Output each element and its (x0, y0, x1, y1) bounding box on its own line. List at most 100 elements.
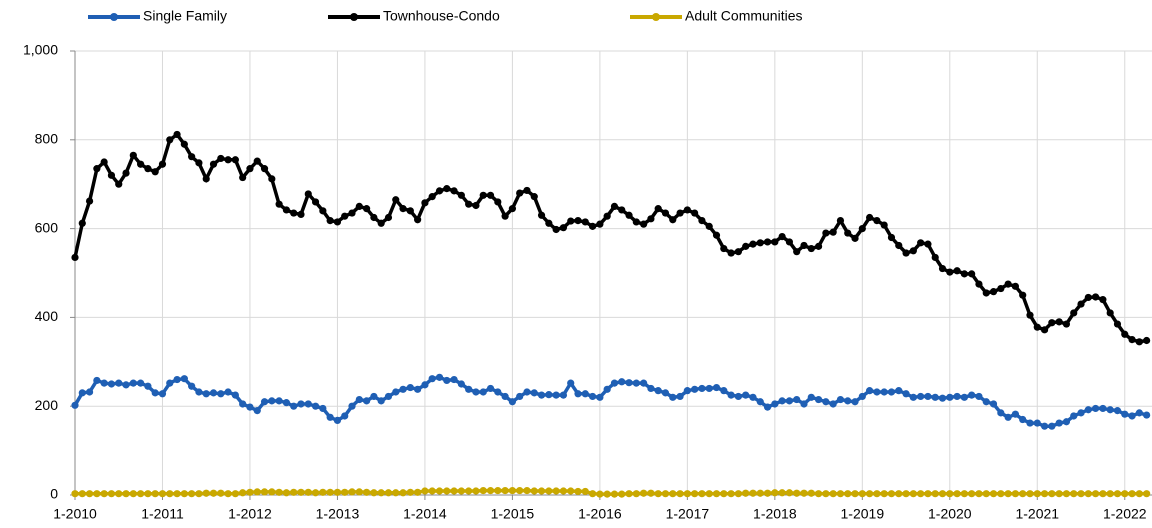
data-point (814, 490, 823, 498)
data-point (333, 218, 342, 226)
data-point (552, 225, 560, 234)
data-point (749, 240, 757, 248)
data-point (326, 488, 334, 496)
data-point (465, 487, 473, 495)
data-point (195, 490, 203, 498)
data-point (333, 488, 342, 496)
data-point (1004, 413, 1012, 421)
data-point (501, 392, 509, 401)
data-point (319, 207, 327, 215)
data-point (348, 209, 356, 217)
data-point (800, 400, 808, 408)
data-point (246, 403, 254, 411)
data-point (866, 387, 874, 395)
data-point (151, 168, 159, 176)
data-point (173, 130, 181, 139)
data-point (355, 395, 363, 404)
data-point (807, 244, 815, 253)
data-point (938, 490, 947, 498)
data-point (1113, 320, 1122, 328)
y-tick-label: 200 (35, 397, 59, 413)
data-point (545, 487, 553, 495)
data-point (749, 393, 757, 401)
data-point (1033, 490, 1041, 498)
data-point (895, 387, 903, 395)
data-point (363, 488, 371, 496)
data-point (705, 384, 713, 393)
data-point (450, 487, 458, 495)
data-point (85, 197, 94, 205)
x-tick-label: 1-2017 (666, 506, 710, 522)
data-point (144, 165, 152, 173)
data-point (720, 244, 728, 253)
legend-marker (110, 13, 118, 21)
data-point (311, 489, 320, 497)
data-point (486, 384, 495, 393)
data-point (683, 206, 691, 214)
data-point (1048, 490, 1056, 498)
data-point (326, 217, 334, 225)
x-tick-label: 1-2015 (491, 506, 535, 522)
data-point (363, 205, 371, 213)
data-point (836, 395, 845, 404)
data-point (873, 217, 881, 225)
data-point (654, 205, 662, 213)
data-point (705, 490, 713, 498)
data-point (530, 193, 538, 201)
data-point (873, 388, 881, 396)
legend-marker (652, 13, 660, 21)
data-point (1019, 490, 1027, 498)
data-point (1026, 490, 1034, 498)
data-point (465, 200, 473, 208)
data-point (202, 390, 210, 398)
data-point (472, 388, 480, 396)
data-point (946, 490, 954, 498)
data-point (917, 239, 925, 247)
data-point (107, 171, 116, 179)
data-point (486, 486, 495, 495)
data-point (1113, 407, 1122, 415)
data-point (800, 489, 808, 497)
data-point (683, 490, 691, 498)
data-point (807, 489, 815, 497)
data-point (720, 387, 728, 395)
data-point (406, 383, 414, 392)
data-point (290, 402, 298, 410)
data-point (938, 264, 947, 273)
data-point (341, 412, 349, 420)
data-point (610, 379, 619, 387)
data-point (173, 375, 181, 384)
data-point (734, 248, 742, 256)
data-point (632, 490, 640, 498)
data-point (844, 490, 852, 498)
data-point (71, 253, 79, 262)
data-point (516, 189, 524, 197)
data-point (880, 221, 888, 229)
data-point (1113, 490, 1122, 498)
data-point (924, 490, 932, 498)
data-point (567, 379, 575, 387)
data-point (982, 398, 990, 406)
data-point (632, 218, 640, 226)
data-point (588, 490, 597, 498)
data-point (1128, 336, 1136, 344)
x-tick-label: 1-2013 (316, 506, 360, 522)
data-point (800, 241, 808, 250)
data-point (647, 215, 655, 223)
data-point (158, 160, 167, 168)
data-point (472, 487, 480, 495)
data-point (902, 490, 910, 498)
data-point (326, 413, 334, 421)
data-point (151, 490, 159, 498)
data-point (785, 238, 794, 246)
data-point (443, 376, 451, 385)
x-tick-label: 1-2011 (141, 506, 184, 522)
data-point (647, 384, 655, 393)
data-point (989, 288, 998, 296)
data-point (421, 381, 429, 389)
data-point (224, 490, 232, 498)
data-point (253, 157, 261, 165)
data-point (392, 489, 400, 497)
data-point (479, 486, 487, 495)
data-point (180, 140, 188, 148)
